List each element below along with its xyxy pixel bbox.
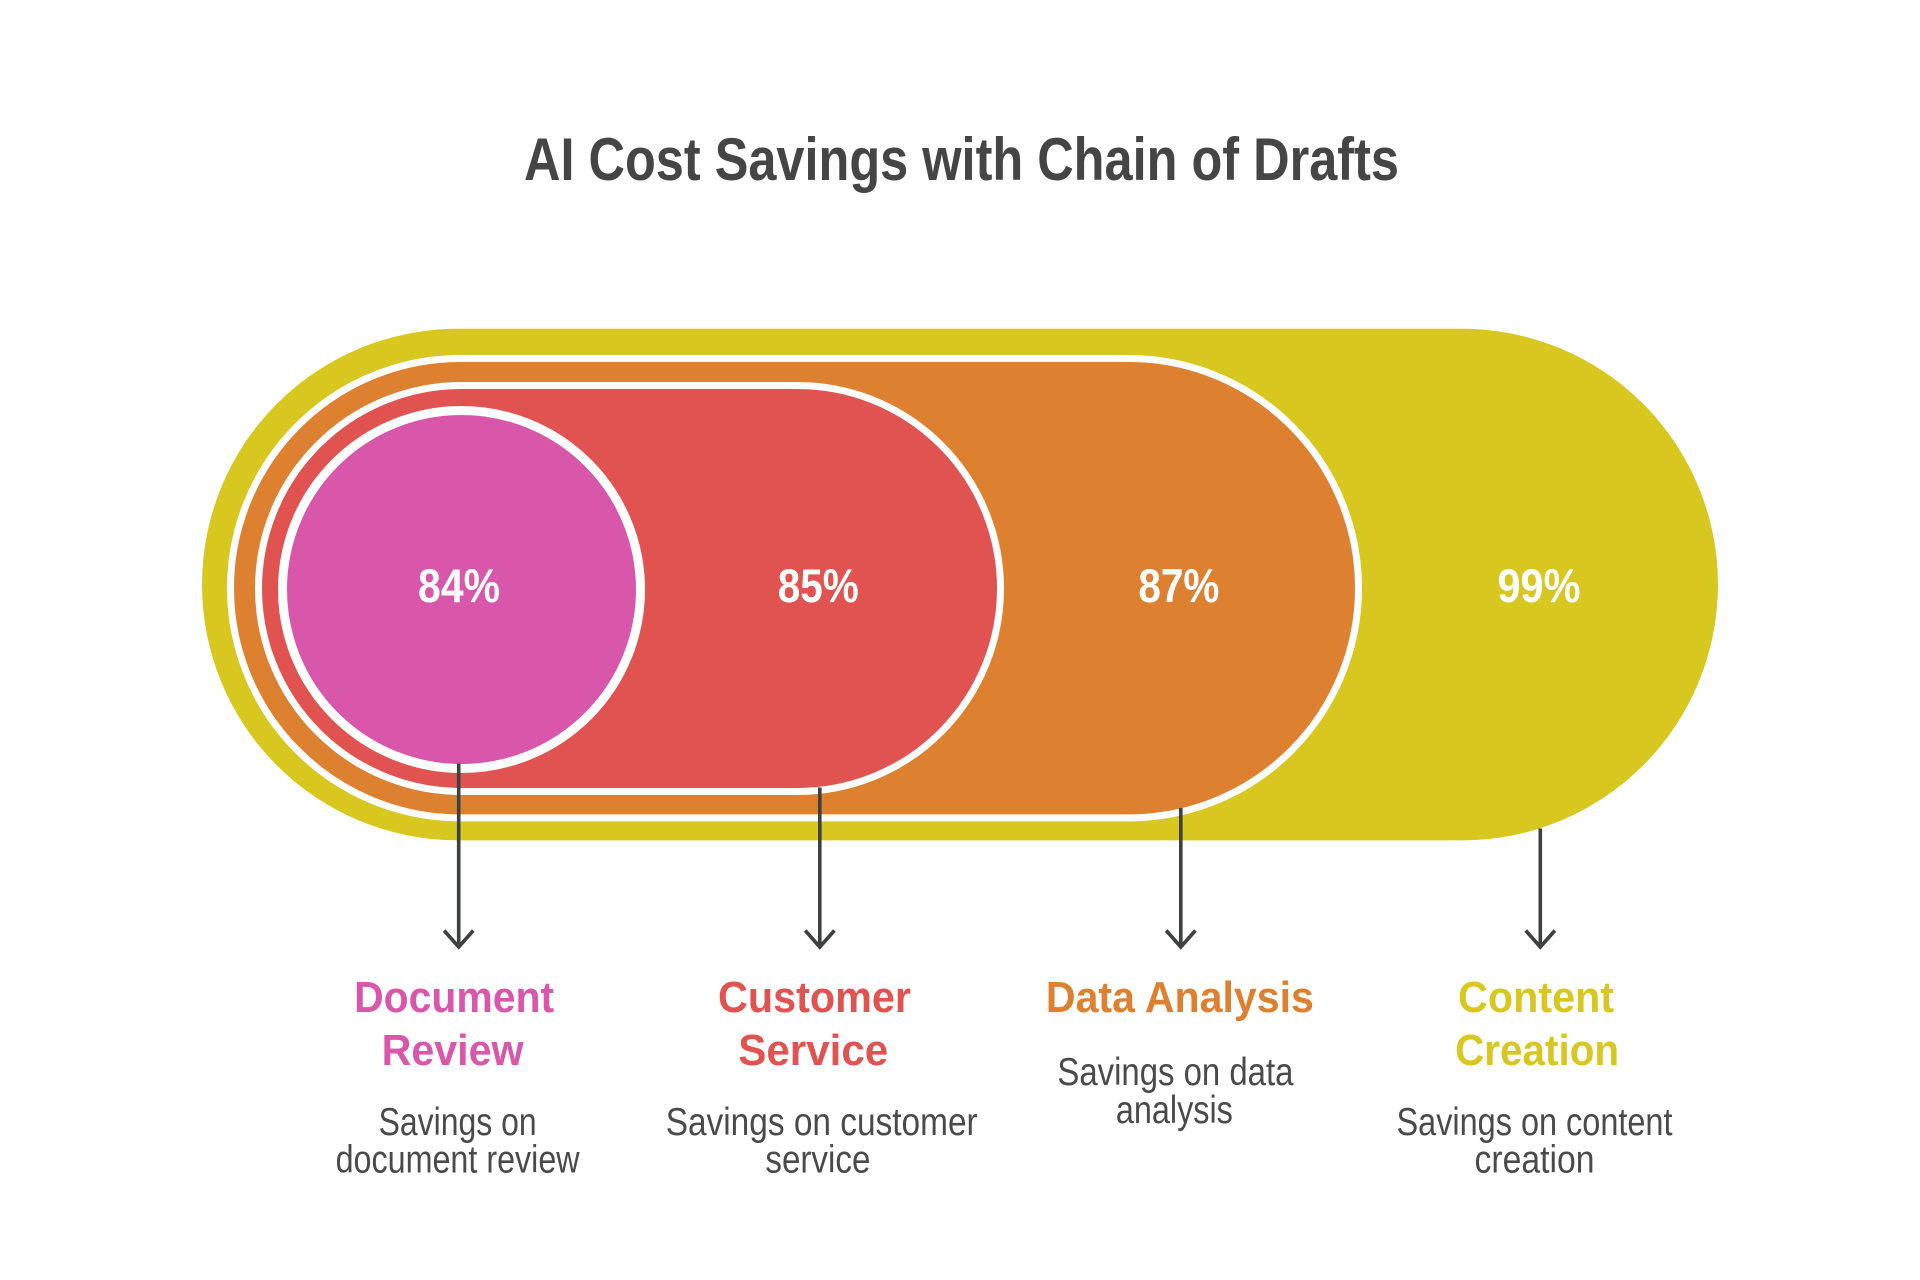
- svg-text:85%: 85%: [778, 560, 859, 613]
- svg-text:Savings on data: Savings on data: [1057, 1051, 1293, 1094]
- svg-text:99%: 99%: [1498, 560, 1581, 613]
- svg-text:84%: 84%: [418, 560, 500, 613]
- svg-text:Customer: Customer: [718, 973, 911, 1022]
- svg-text:AI Cost Savings with Chain of: AI Cost Savings with Chain of Drafts: [524, 126, 1399, 193]
- svg-text:Review: Review: [382, 1026, 525, 1075]
- svg-text:Savings on content: Savings on content: [1397, 1101, 1673, 1144]
- svg-text:Content: Content: [1458, 973, 1614, 1022]
- svg-text:Data Analysis: Data Analysis: [1046, 973, 1314, 1022]
- svg-text:Service: Service: [738, 1026, 888, 1075]
- svg-text:creation: creation: [1475, 1139, 1595, 1182]
- svg-text:87%: 87%: [1138, 560, 1219, 613]
- svg-text:analysis: analysis: [1116, 1089, 1233, 1132]
- svg-text:document review: document review: [336, 1139, 581, 1182]
- svg-text:service: service: [765, 1139, 870, 1182]
- svg-text:Savings on customer: Savings on customer: [666, 1101, 978, 1144]
- svg-text:Creation: Creation: [1455, 1026, 1619, 1075]
- svg-text:Savings on: Savings on: [379, 1101, 537, 1144]
- svg-text:Document: Document: [354, 973, 554, 1022]
